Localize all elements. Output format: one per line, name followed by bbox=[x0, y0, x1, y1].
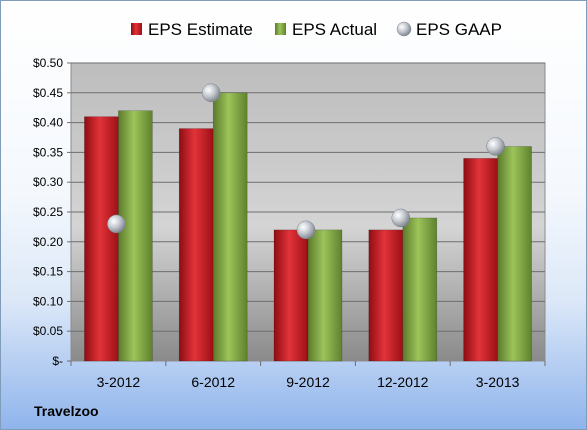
legend-swatch bbox=[275, 23, 286, 35]
y-tick-label: $0.20 bbox=[33, 235, 63, 249]
y-tick-label: $0.15 bbox=[33, 265, 63, 279]
eps-actual-bar bbox=[402, 217, 438, 362]
eps-actual-bar bbox=[497, 146, 532, 362]
y-tick-label: $0.35 bbox=[33, 145, 63, 159]
y-tick-label: $- bbox=[52, 354, 63, 368]
eps-actual-bar bbox=[212, 92, 248, 362]
y-tick-label: $0.50 bbox=[33, 56, 63, 70]
y-tick-label: $0.30 bbox=[33, 175, 63, 189]
bars bbox=[84, 92, 532, 362]
eps-actual-bar bbox=[307, 229, 343, 362]
x-tick-label: 12-2012 bbox=[377, 374, 429, 390]
legend-label: EPS GAAP bbox=[416, 20, 502, 39]
eps-estimate-bar bbox=[368, 229, 404, 362]
legend-swatch-gaap bbox=[396, 21, 412, 37]
legend: EPS Estimate EPS Actual EPS GAAP bbox=[131, 20, 502, 39]
y-tick-label: $0.40 bbox=[33, 116, 63, 130]
legend-swatch bbox=[131, 23, 142, 35]
eps-actual-bar bbox=[118, 110, 153, 362]
eps-gaap-marker bbox=[201, 83, 221, 103]
eps-estimate-bar bbox=[84, 116, 119, 362]
eps-gaap-marker bbox=[296, 220, 316, 240]
x-axis: 3-2012 6-2012 9-2012 12-2012 3-2013 bbox=[70, 361, 546, 390]
eps-gaap-marker bbox=[391, 208, 411, 228]
y-tick-label: $0.45 bbox=[33, 86, 63, 100]
y-tick-label: $0.10 bbox=[33, 294, 63, 308]
eps-estimate-bar bbox=[178, 128, 214, 362]
gaap-markers bbox=[107, 83, 505, 240]
y-axis: $- $0.05 $0.10 $0.15 $0.20 $0.25 $0.30 $0.35 $0.… bbox=[33, 56, 71, 368]
y-tick-label: $0.05 bbox=[33, 324, 63, 338]
y-tick-label: $0.25 bbox=[33, 205, 63, 219]
x-tick-label: 3-2012 bbox=[97, 374, 141, 390]
eps-gaap-marker bbox=[486, 137, 505, 156]
eps-gaap-marker bbox=[107, 214, 126, 234]
eps-estimate-bar bbox=[273, 229, 309, 362]
legend-label: EPS Estimate bbox=[148, 20, 253, 39]
x-tick-label: 6-2012 bbox=[191, 374, 235, 390]
x-tick-label: 3-2013 bbox=[476, 374, 520, 390]
legend-label: EPS Actual bbox=[292, 20, 377, 39]
x-tick-label: 9-2012 bbox=[286, 374, 330, 390]
company-name: Travelzoo bbox=[34, 403, 99, 419]
eps-estimate-bar bbox=[463, 158, 498, 362]
